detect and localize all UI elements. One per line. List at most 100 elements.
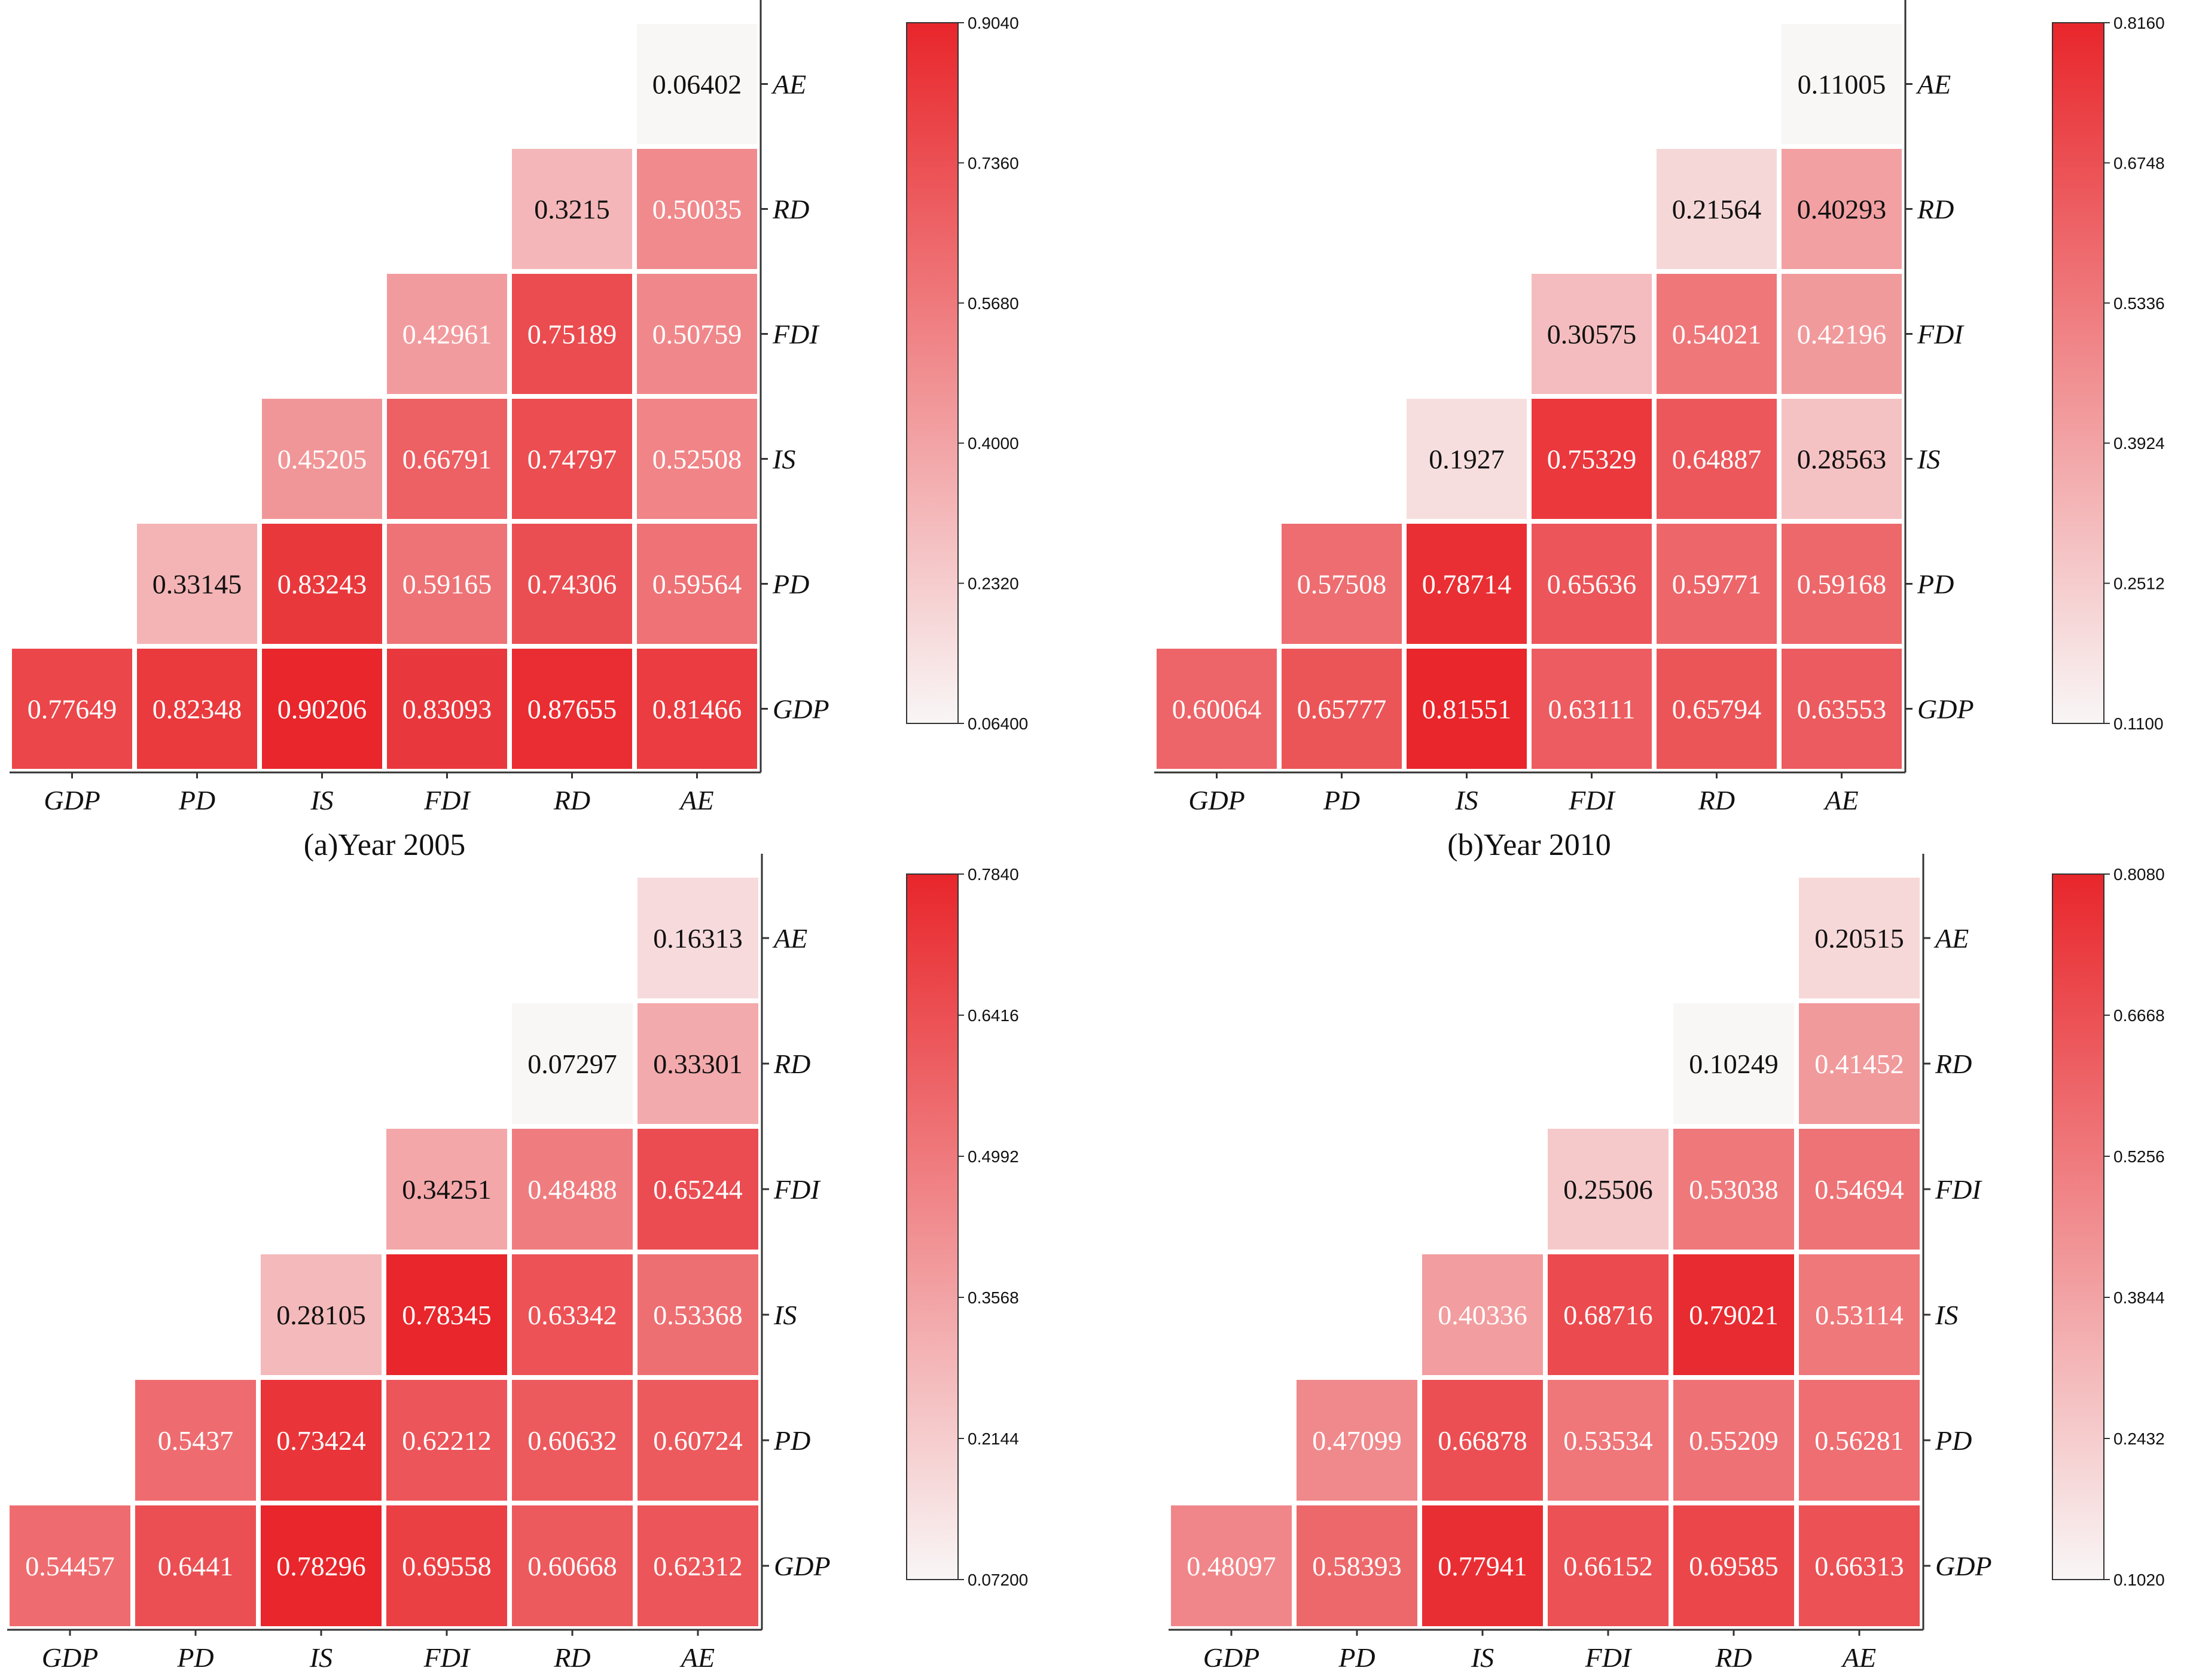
- cell-value-label: 0.1927: [1429, 444, 1505, 475]
- x-tick-label: IS: [310, 785, 333, 815]
- cell-value-label: 0.54694: [1814, 1174, 1904, 1205]
- heatmap-cell: [386, 1505, 507, 1626]
- cell-value-label: 0.83243: [277, 569, 367, 600]
- cell-value-label: 0.47099: [1312, 1425, 1402, 1456]
- heatmap-cell: [1171, 1505, 1292, 1626]
- heatmap-cell: [638, 878, 758, 998]
- heatmap-cell: [638, 1129, 758, 1250]
- cell-value-label: 0.57508: [1297, 569, 1387, 600]
- heatmap-panel: 0.20515 0.10249 0.41452 0.25506 0.53038 0.546…: [1169, 854, 2165, 1673]
- cell-value-label: 0.65244: [653, 1174, 743, 1205]
- heatmap-cell: [135, 1505, 256, 1626]
- heatmap-cell: [1532, 524, 1652, 644]
- heatmap-cell: [261, 1254, 382, 1375]
- heatmap-cell: [1799, 1505, 1920, 1626]
- y-tick-label: FDI: [773, 1174, 821, 1205]
- heatmap-panel: 0.16313 0.07297 0.33301 0.34251 0.48488 0.652…: [7, 854, 1028, 1673]
- cell-value-label: 0.59771: [1672, 569, 1762, 600]
- cell-value-label: 0.25506: [1563, 1174, 1653, 1205]
- cell-value-label: 0.53368: [653, 1300, 743, 1330]
- y-tick-label: GDP: [773, 694, 829, 725]
- heatmap-cell: [512, 1380, 633, 1501]
- heatmap-cell: [1548, 1254, 1669, 1375]
- colorbar-tick-label: 0.7360: [968, 154, 1019, 172]
- x-tick-label: AE: [1823, 785, 1858, 815]
- x-tick-label: FDI: [423, 785, 471, 815]
- x-tick-label: PD: [178, 785, 215, 815]
- heatmap-cell: [512, 399, 632, 519]
- heatmap-cell: [638, 1254, 758, 1375]
- heatmap-cell: [12, 649, 132, 769]
- cell-value-label: 0.62312: [653, 1551, 743, 1581]
- heatmap-cell: [262, 399, 382, 519]
- cell-value-label: 0.62212: [402, 1425, 492, 1456]
- cell-value-label: 0.40336: [1438, 1300, 1527, 1330]
- y-tick-label: IS: [1917, 444, 1940, 475]
- colorbar-tick-label: 0.2512: [2113, 575, 2165, 593]
- heatmap-cell: [1282, 649, 1402, 769]
- y-tick-label: AE: [771, 69, 806, 100]
- x-tick-label: IS: [309, 1642, 333, 1673]
- heatmap-cell: [512, 1505, 633, 1626]
- y-tick-label: FDI: [772, 319, 820, 350]
- cell-value-label: 0.40293: [1797, 194, 1887, 225]
- x-tick-label: FDI: [1568, 785, 1616, 815]
- heatmap-cell: [1407, 649, 1527, 769]
- cell-value-label: 0.3215: [534, 194, 610, 225]
- heatmap-cell: [1422, 1380, 1543, 1501]
- x-tick-label: IS: [1454, 785, 1478, 815]
- cell-value-label: 0.78714: [1422, 569, 1512, 600]
- y-tick-label: PD: [772, 569, 809, 600]
- colorbar-tick-label: 0.06400: [968, 714, 1028, 733]
- cell-value-label: 0.45205: [277, 444, 367, 475]
- heatmap-cell: [1673, 1003, 1794, 1124]
- heatmap-cell: [512, 1129, 633, 1250]
- cell-value-label: 0.28563: [1797, 444, 1887, 475]
- heatmap-cell: [637, 399, 757, 519]
- colorbar-tick-label: 0.2144: [968, 1429, 1019, 1448]
- y-tick-label: GDP: [1935, 1551, 1992, 1581]
- cell-value-label: 0.53534: [1563, 1425, 1653, 1456]
- colorbar-tick-label: 0.07200: [968, 1571, 1028, 1589]
- cell-value-label: 0.56281: [1814, 1425, 1904, 1456]
- heatmap-cell: [1673, 1254, 1794, 1375]
- y-tick-label: IS: [1935, 1300, 1958, 1330]
- x-tick-label: AE: [678, 785, 713, 815]
- cell-value-label: 0.53038: [1689, 1174, 1779, 1205]
- colorbar-tick-label: 0.5680: [968, 294, 1019, 313]
- colorbar-tick-label: 0.4000: [968, 434, 1019, 453]
- cell-value-label: 0.66878: [1438, 1425, 1527, 1456]
- x-tick-label: RD: [553, 1642, 590, 1673]
- heatmap-cell: [637, 149, 757, 269]
- x-tick-label: GDP: [1188, 785, 1245, 815]
- heatmap-cell: [1532, 399, 1652, 519]
- heatmap-cell: [1799, 1003, 1920, 1124]
- heatmap-cell: [1799, 878, 1920, 998]
- heatmap-cell: [1673, 1505, 1794, 1626]
- y-tick-label: FDI: [1935, 1174, 1982, 1205]
- heatmap-cell: [638, 1003, 758, 1124]
- y-tick-label: GDP: [774, 1551, 831, 1581]
- y-tick-label: RD: [773, 1049, 810, 1079]
- cell-value-label: 0.65636: [1547, 569, 1637, 600]
- cell-value-label: 0.53114: [1815, 1300, 1904, 1330]
- heatmap-cell: [261, 1505, 382, 1626]
- cell-value-label: 0.64887: [1672, 444, 1762, 475]
- heatmap-cell: [637, 649, 757, 769]
- heatmap-cell: [638, 1380, 758, 1501]
- heatmap-cell: [1422, 1505, 1543, 1626]
- cell-value-label: 0.81551: [1422, 694, 1512, 725]
- heatmap-cell: [1799, 1129, 1920, 1250]
- y-tick-label: IS: [772, 444, 795, 475]
- x-tick-label: PD: [1323, 785, 1360, 815]
- heatmap-cell: [512, 274, 632, 394]
- x-tick-label: FDI: [423, 1642, 471, 1673]
- heatmap-cell: [512, 1003, 633, 1124]
- cell-value-label: 0.82348: [152, 694, 242, 725]
- cell-value-label: 0.79021: [1689, 1300, 1779, 1330]
- cell-value-label: 0.60668: [527, 1551, 617, 1581]
- heatmap-cell: [386, 1254, 507, 1375]
- cell-value-label: 0.74797: [527, 444, 617, 475]
- colorbar-tick-label: 0.8080: [2113, 865, 2165, 884]
- cell-value-label: 0.48097: [1186, 1551, 1276, 1581]
